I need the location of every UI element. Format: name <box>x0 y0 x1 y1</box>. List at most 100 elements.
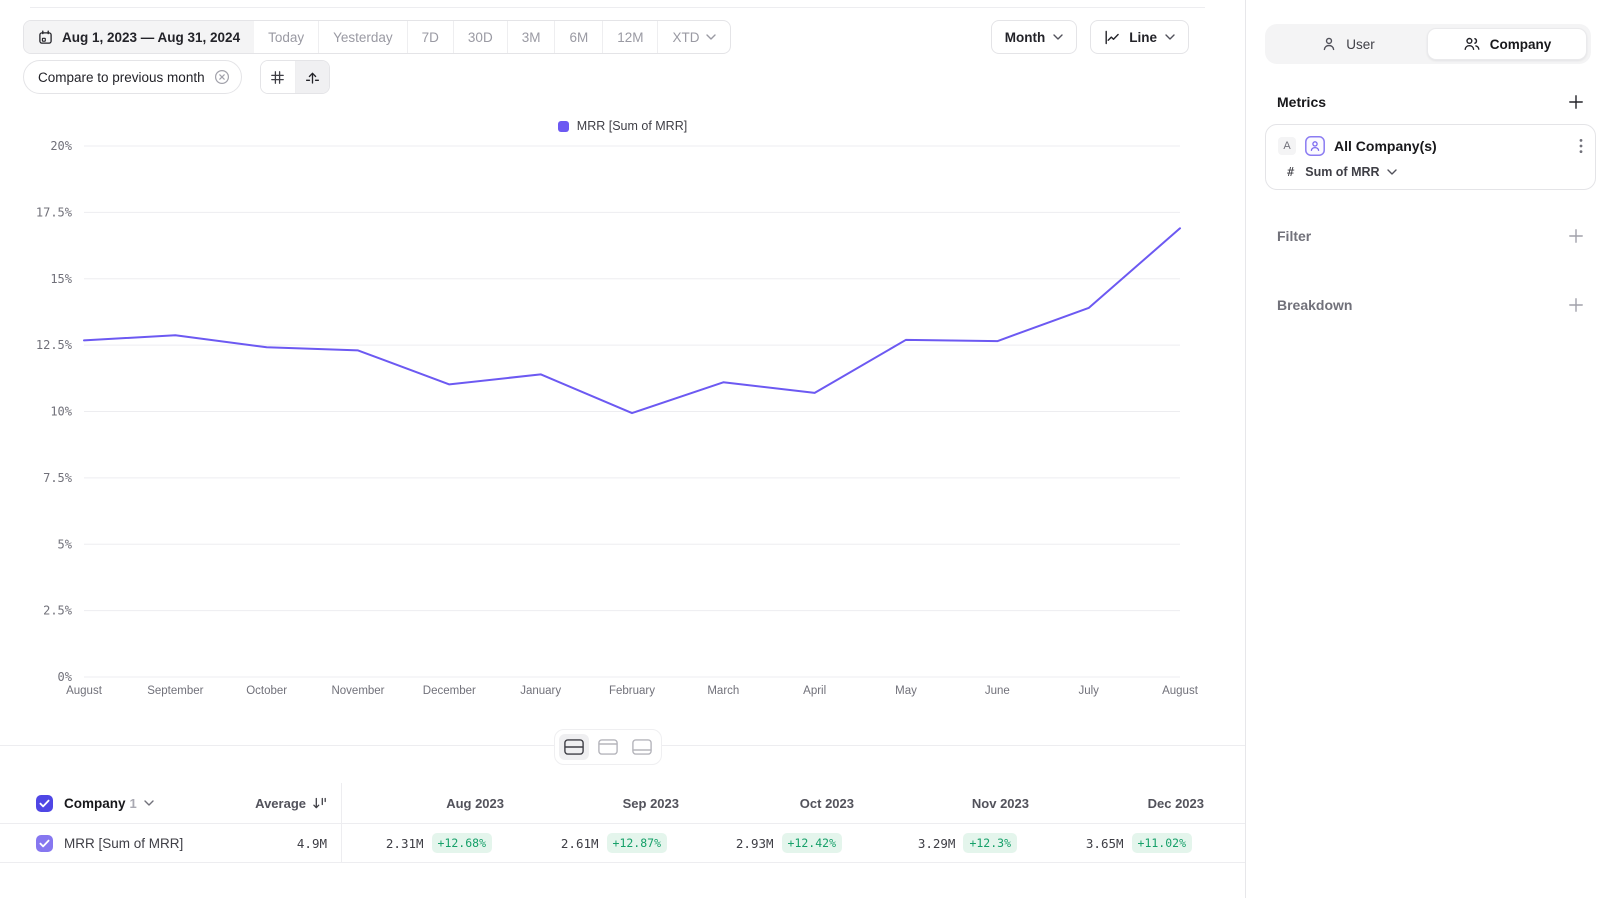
mrr-line-chart[interactable]: 0% 2.5% 5% 7.5% 10% 12.5% 15% 17.5% 20% August Sep… <box>0 138 1246 718</box>
compare-chip[interactable]: Compare to previous month <box>23 60 242 94</box>
x-axis-tick-label: August <box>1162 685 1199 697</box>
cell-value: 2.93M <box>735 835 774 851</box>
company-avatar-icon <box>1305 136 1325 156</box>
add-metric-button[interactable] <box>1568 94 1584 110</box>
select-all-checkbox[interactable] <box>36 794 53 812</box>
split-view-button[interactable] <box>559 734 589 760</box>
row-checkbox[interactable] <box>36 834 53 852</box>
x-axis-tick-label: September <box>147 685 203 697</box>
metric-table-row[interactable]: MRR [Sum of MRR] 4.9M 2.31M +12.68% 2.61M +… <box>0 823 1245 863</box>
month-value-cell[interactable]: 2.31M +12.68% <box>341 833 516 853</box>
x-axis-tick-label: October <box>246 685 287 697</box>
xtd-label: XTD <box>672 29 700 45</box>
y-axis-tick-label: 7.5% <box>43 471 73 485</box>
user-icon <box>1321 36 1337 52</box>
month-column-headers: Aug 2023 Sep 2023 Oct 2023 Nov 2023 Dec 2023 <box>341 796 1216 811</box>
main-panel: Aug 1, 2023 — Aug 31, 2024 Today Yesterda… <box>0 0 1246 898</box>
add-breakdown-button[interactable] <box>1568 297 1584 313</box>
x-axis-tick-label: January <box>520 685 561 697</box>
xtd-preset-button[interactable]: XTD <box>657 21 730 53</box>
chart-legend[interactable]: MRR [Sum of MRR] <box>0 119 1245 133</box>
date-preset-3m[interactable]: 3M <box>506 21 555 53</box>
average-label: Average <box>255 795 306 811</box>
month-column-header[interactable]: Aug 2023 <box>446 795 504 811</box>
chart-only-view-button[interactable] <box>593 734 623 760</box>
metrics-section-title: Metrics <box>1277 94 1327 110</box>
metric-series-badge: A <box>1278 137 1296 155</box>
date-preset-yesterday[interactable]: Yesterday <box>318 21 407 53</box>
group-count: 1 <box>129 795 137 811</box>
metric-card[interactable]: A All Company(s) # Sum of MRR <box>1265 124 1596 190</box>
group-by-dropdown[interactable]: Company 1 <box>64 796 154 811</box>
gridlines-toggle-button[interactable] <box>260 61 295 93</box>
panel-top-icon <box>598 739 618 755</box>
date-preset-12m[interactable]: 12M <box>602 21 657 53</box>
average-column-header[interactable]: Average <box>255 796 327 811</box>
y-axis-tick-label: 2.5% <box>43 604 73 618</box>
y-axis-tick-label: 15% <box>50 272 72 286</box>
x-axis-tick-label: November <box>331 685 384 697</box>
add-filter-button[interactable] <box>1568 228 1584 244</box>
date-range-button[interactable]: Aug 1, 2023 — Aug 31, 2024 <box>24 21 255 53</box>
audience-company-tab[interactable]: Company <box>1427 28 1587 60</box>
month-value-cell[interactable]: 3.29M +12.3% <box>866 833 1041 853</box>
table-column-divider <box>341 783 342 863</box>
mrr-series-line[interactable] <box>83 227 1181 415</box>
y-axis-tick-label: 12.5% <box>36 338 73 352</box>
compare-chip-label: Compare to previous month <box>38 69 205 85</box>
table-only-view-button[interactable] <box>627 734 657 760</box>
company-tab-label: Company <box>1489 36 1552 52</box>
legend-swatch <box>557 120 569 132</box>
x-axis-tick-label: February <box>609 685 655 697</box>
x-axis-tick-label: May <box>895 685 917 697</box>
chart-controls: Month Line <box>990 20 1189 54</box>
split-horizontal-icon <box>564 739 584 755</box>
panel-bottom-icon <box>632 739 652 755</box>
audience-user-tab[interactable]: User <box>1269 28 1427 60</box>
goal-line-toggle-button[interactable] <box>294 61 329 93</box>
card-top-border <box>30 7 1205 8</box>
x-axis-tick-label: June <box>985 685 1010 697</box>
breakdown-section-title: Breakdown <box>1277 297 1353 313</box>
month-column-header[interactable]: Sep 2023 <box>622 795 679 811</box>
arrow-up-from-line-icon <box>305 70 320 85</box>
date-preset-30d[interactable]: 30D <box>452 21 507 53</box>
grid-icon <box>270 70 285 85</box>
month-value-cells: 2.31M +12.68% 2.61M +12.87% 2.93M +12.42% 3.29… <box>341 833 1216 853</box>
chevron-down-icon <box>706 34 717 40</box>
y-axis-tick-label: 0% <box>58 670 73 684</box>
layout-toggle-group <box>554 729 662 765</box>
date-preset-7d[interactable]: 7D <box>406 21 453 53</box>
granularity-dropdown[interactable]: Month <box>990 20 1078 54</box>
chevron-down-icon <box>144 800 154 806</box>
month-value-cell[interactable]: 2.93M +12.42% <box>691 833 866 853</box>
y-axis-tick-label: 5% <box>58 537 73 551</box>
remove-compare-icon[interactable] <box>214 69 230 85</box>
toolbar-secondary: Compare to previous month <box>23 60 330 94</box>
month-column-header[interactable]: Oct 2023 <box>799 795 854 811</box>
chart-option-toggles <box>259 60 330 94</box>
date-preset-6m[interactable]: 6M <box>554 21 602 53</box>
cell-value: 2.61M <box>560 835 599 851</box>
user-tab-label: User <box>1346 36 1375 52</box>
cell-value: 2.31M <box>385 835 424 851</box>
month-column-header[interactable]: Dec 2023 <box>1147 795 1204 811</box>
month-value-cell[interactable]: 2.61M +12.87% <box>516 833 691 853</box>
metric-name: All Company(s) <box>1334 138 1437 154</box>
table-header-row: Company 1 Average Aug 2023 Sep <box>0 783 1245 823</box>
delta-badge: +11.02% <box>1131 833 1192 853</box>
config-sidebar: User Company Metrics A <box>1246 0 1600 898</box>
sort-icon[interactable] <box>312 796 327 810</box>
delta-badge: +12.87% <box>606 833 667 853</box>
month-value-cell[interactable]: 3.65M +11.02% <box>1041 833 1216 853</box>
date-preset-today[interactable]: Today <box>268 29 305 45</box>
delta-badge: +12.3% <box>963 833 1017 853</box>
x-axis-tick-label: July <box>1078 685 1099 697</box>
line-chart-icon <box>1104 30 1121 45</box>
month-column-header[interactable]: Nov 2023 <box>971 795 1029 811</box>
chart-type-dropdown[interactable]: Line <box>1090 20 1189 54</box>
metric-menu-button[interactable] <box>1579 138 1583 154</box>
chart-type-label: Line <box>1129 29 1157 45</box>
aggregation-dropdown[interactable]: Sum of MRR <box>1305 165 1397 179</box>
y-axis-tick-label: 20% <box>50 139 72 153</box>
